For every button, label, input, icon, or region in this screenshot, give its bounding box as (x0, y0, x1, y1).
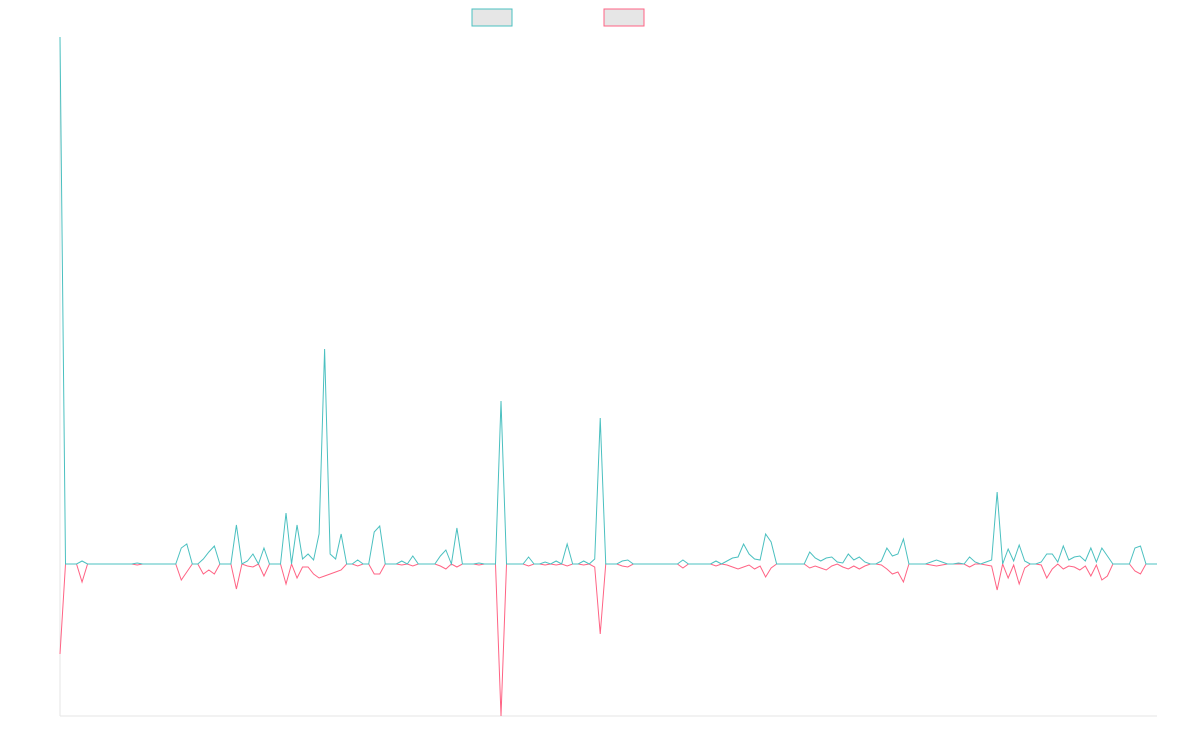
series-line (59, 562, 1157, 717)
legend-swatch (603, 8, 645, 27)
legend-swatch (471, 8, 513, 27)
series-line (59, 36, 1157, 566)
